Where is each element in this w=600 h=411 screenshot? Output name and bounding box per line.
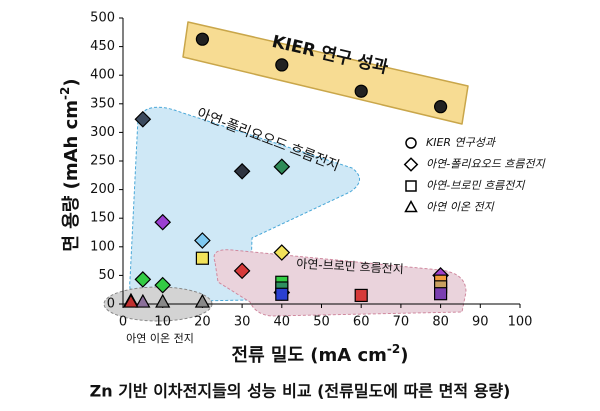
legend-label: KIER 연구성과 [426,136,496,149]
y-tick-label: 50 [98,268,115,283]
annotation: 아연 이온 전지 [126,332,194,345]
y-tick-label: 350 [90,96,115,111]
marker [123,293,139,308]
marker [354,84,368,98]
marker [194,293,211,308]
x-label-end: ) [400,345,408,366]
chart-title: Zn 기반 이차전지들의 성능 비교 (전류밀도에 따른 면적 용량) [90,382,511,401]
marker [134,271,152,288]
x-tick-label: 30 [234,315,251,330]
y-tick-label: 400 [90,68,115,83]
marker [434,287,448,301]
x-tick-label: 90 [472,315,489,330]
legend-marker [403,157,419,172]
marker [275,58,289,72]
marker [273,158,291,176]
y-tick-label: 450 [90,39,115,54]
annotation: 아연-브로민 흐름전지 [296,257,404,277]
marker [354,288,368,303]
y-tick-label: 300 [90,125,115,140]
x-tick-label: 50 [313,315,330,330]
marker [155,293,171,308]
y-label-main: 면 용량 (mAh cm [61,100,82,252]
marker [233,162,251,180]
x-tick-label: 60 [353,315,370,330]
marker [154,276,172,294]
x-tick-label: 70 [393,315,410,330]
x-label-sup: -2 [387,342,400,356]
marker [434,100,448,114]
y-tick-label: 200 [90,182,115,197]
x-tick-label: 10 [154,315,171,330]
marker [233,262,251,280]
marker [135,293,151,308]
y-tick-label: 500 [90,11,115,26]
x-tick-label: 40 [274,315,291,330]
y-label-sup: -2 [58,87,72,100]
y-tick-label: 0 [107,297,115,312]
y-tick-label: 250 [90,154,115,169]
y-label-end: ) [61,78,82,86]
y-tick-label: 150 [90,211,115,226]
legend-marker [405,180,417,192]
marker [195,251,209,265]
x-tick-label: 100 [508,315,533,330]
x-tick-label: 80 [432,315,449,330]
kier-region [182,21,469,125]
x-axis-label: 전류 밀도 (mA cm-2) [232,342,409,367]
x-label-main: 전류 밀도 (mA cm [232,345,387,366]
legend-label: 아연 이온 전지 [426,201,495,214]
legend-marker [405,137,417,149]
y-tick-label: 100 [90,239,115,254]
marker [194,232,211,249]
x-tick-label: 0 [119,315,127,330]
marker [273,244,291,261]
legend-marker [404,199,418,213]
marker [154,213,172,231]
marker [195,32,209,46]
x-tick-label: 20 [194,315,211,330]
marker [275,287,289,301]
legend-label: 아연-브로민 흐름전지 [426,179,525,192]
marker [134,110,152,128]
legend-label: 아연-폴리요오드 흐름전지 [426,158,546,171]
y-axis-label: 면 용량 (mAh cm-2) [58,78,83,251]
